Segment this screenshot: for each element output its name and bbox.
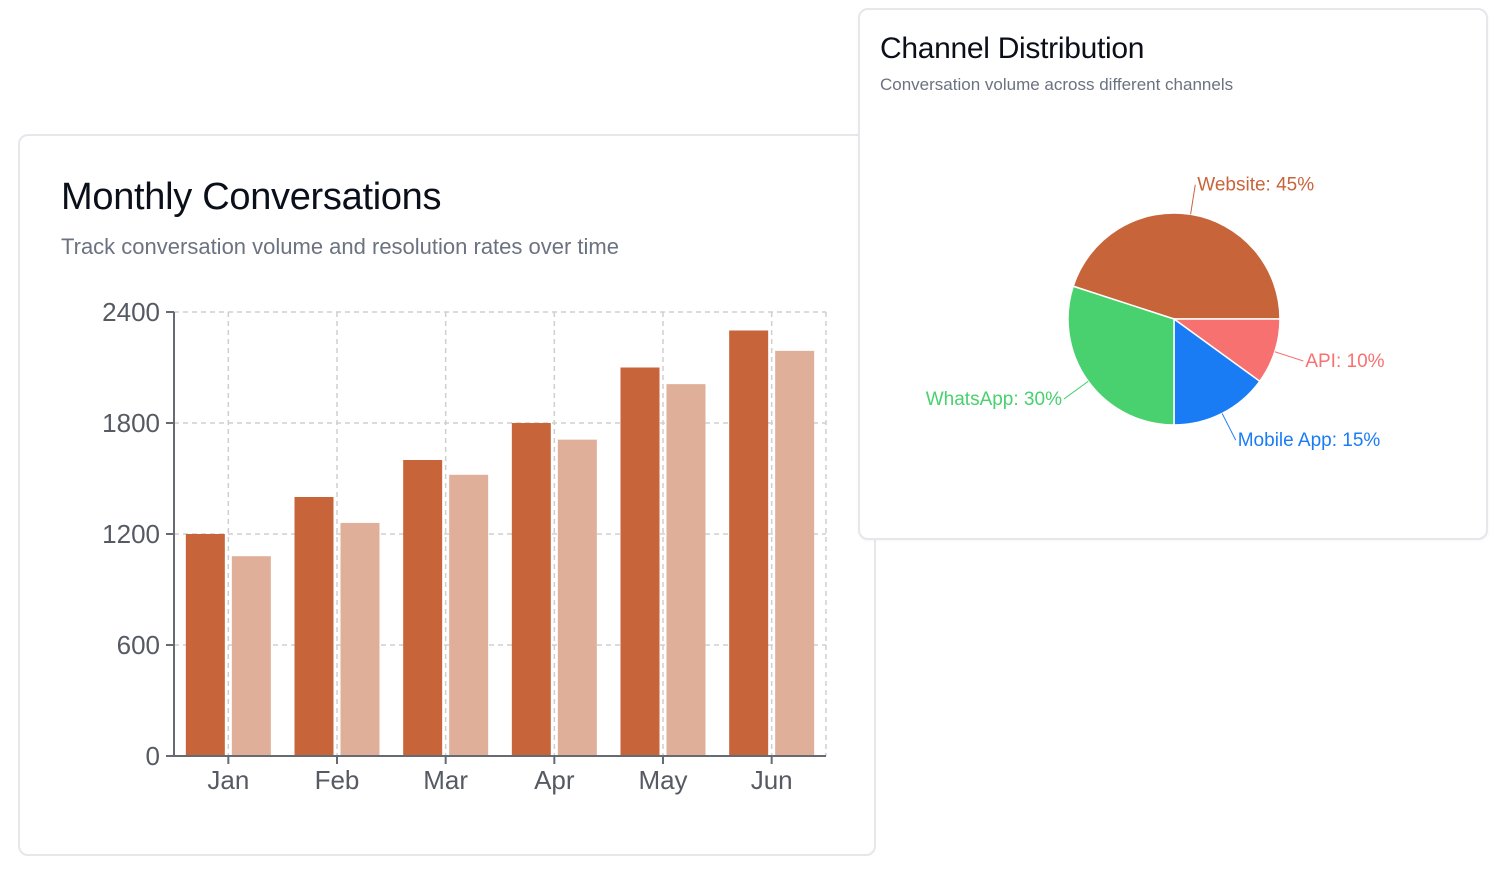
bar-resolved-jan xyxy=(231,556,271,756)
monthly-conversations-card: Monthly Conversations Track conversation… xyxy=(18,134,876,856)
bar-conversations-jun xyxy=(729,330,769,756)
y-tick-label: 1200 xyxy=(102,519,160,549)
y-tick-label: 0 xyxy=(146,741,160,771)
bar-resolved-may xyxy=(666,384,706,756)
x-tick-label: Feb xyxy=(315,765,360,795)
bar-conversations-jan xyxy=(185,534,225,756)
pie-label-line-whatsapp xyxy=(1063,380,1089,400)
x-tick-label: Apr xyxy=(534,765,575,795)
pie-label-line-website xyxy=(1190,184,1196,215)
pie-label-line-mobile-app xyxy=(1221,413,1237,441)
channel-chart-title: Channel Distribution xyxy=(880,32,1145,65)
pie-label-line-api xyxy=(1274,351,1304,362)
monthly-chart-title: Monthly Conversations xyxy=(61,176,442,218)
bar-resolved-feb xyxy=(340,522,380,756)
bar-resolved-apr xyxy=(557,439,597,756)
channel-pie-chart: Website: 45% API: 10% Mobile App: 15% Whats… xyxy=(926,175,1385,452)
x-tick-label: May xyxy=(638,765,687,795)
pie-label-whatsapp: WhatsApp: 30% xyxy=(926,389,1062,410)
x-tick-label: Jun xyxy=(751,765,793,795)
bar-resolved-jun xyxy=(775,350,815,756)
bar-conversations-feb xyxy=(294,497,334,756)
y-tick-label: 1800 xyxy=(102,408,160,438)
pie-slice-website xyxy=(1072,212,1281,320)
bar-conversations-apr xyxy=(511,423,551,756)
x-tick-label: Jan xyxy=(207,765,249,795)
channel-distribution-card: Channel Distribution Conversation volume… xyxy=(858,8,1488,540)
bar-resolved-mar xyxy=(449,474,489,756)
bar-conversations-may xyxy=(620,367,660,756)
y-tick-label: 2400 xyxy=(102,297,160,327)
pie-label-website: Website: 45% xyxy=(1197,175,1314,196)
y-tick-label: 600 xyxy=(117,630,160,660)
pie-label-api: API: 10% xyxy=(1305,351,1384,372)
pie-label-mobile-app: Mobile App: 15% xyxy=(1238,430,1381,451)
monthly-chart-subtitle: Track conversation volume and resolution… xyxy=(61,234,619,259)
monthly-bar-chart: 0 600 1200 1800 2400 Jan Feb Mar Apr May Jun xyxy=(102,297,827,795)
bar-conversations-mar xyxy=(403,460,443,756)
channel-chart-subtitle: Conversation volume across different cha… xyxy=(880,75,1234,94)
x-tick-label: Mar xyxy=(423,765,468,795)
